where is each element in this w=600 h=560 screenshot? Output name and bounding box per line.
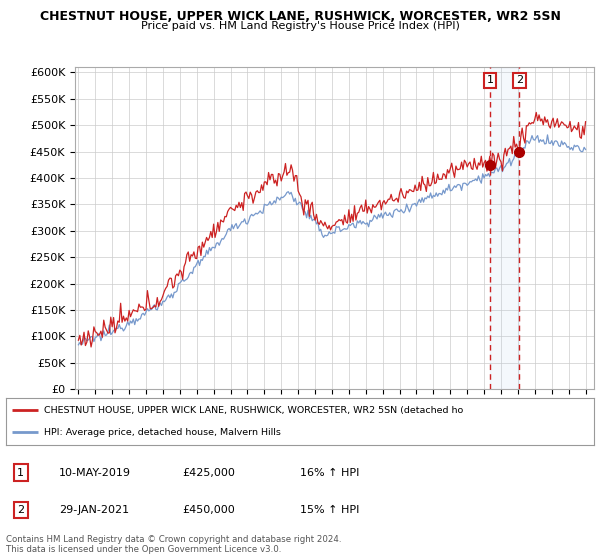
Text: 2: 2 (516, 76, 523, 85)
Text: £450,000: £450,000 (182, 505, 235, 515)
Text: 16% ↑ HPI: 16% ↑ HPI (300, 468, 359, 478)
Text: 1: 1 (17, 468, 24, 478)
Text: £425,000: £425,000 (182, 468, 235, 478)
Text: HPI: Average price, detached house, Malvern Hills: HPI: Average price, detached house, Malv… (44, 428, 281, 437)
Text: CHESTNUT HOUSE, UPPER WICK LANE, RUSHWICK, WORCESTER, WR2 5SN: CHESTNUT HOUSE, UPPER WICK LANE, RUSHWIC… (40, 10, 560, 23)
Text: 29-JAN-2021: 29-JAN-2021 (59, 505, 129, 515)
Text: 10-MAY-2019: 10-MAY-2019 (59, 468, 131, 478)
Text: 2: 2 (17, 505, 24, 515)
Text: 15% ↑ HPI: 15% ↑ HPI (300, 505, 359, 515)
Text: CHESTNUT HOUSE, UPPER WICK LANE, RUSHWICK, WORCESTER, WR2 5SN (detached ho: CHESTNUT HOUSE, UPPER WICK LANE, RUSHWIC… (44, 406, 463, 415)
Text: Contains HM Land Registry data © Crown copyright and database right 2024.
This d: Contains HM Land Registry data © Crown c… (6, 535, 341, 554)
Text: 1: 1 (487, 76, 494, 85)
Text: Price paid vs. HM Land Registry's House Price Index (HPI): Price paid vs. HM Land Registry's House … (140, 21, 460, 31)
Bar (490, 67, 519, 389)
